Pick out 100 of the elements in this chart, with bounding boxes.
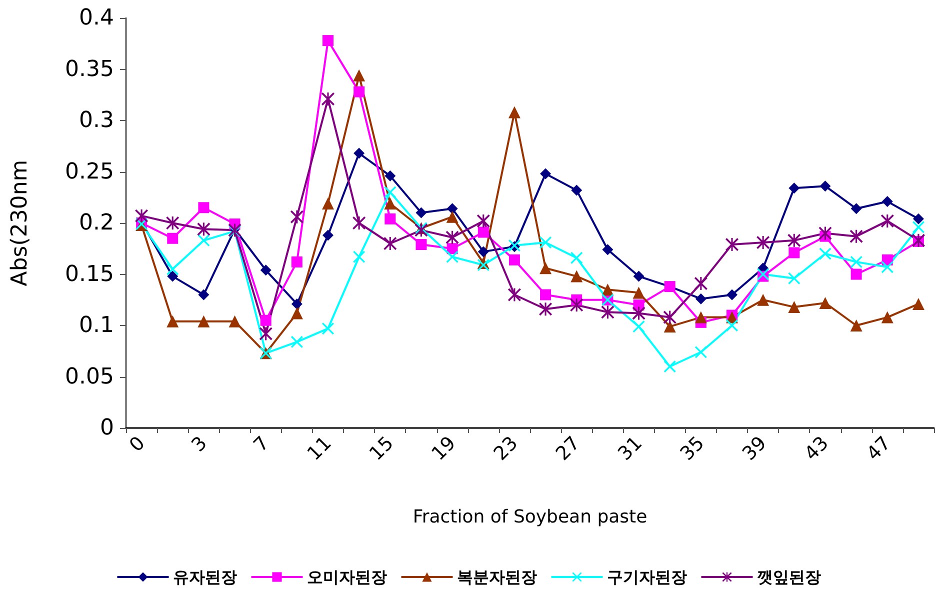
point bbox=[476, 214, 490, 228]
legend-label: 유자된장 bbox=[173, 568, 237, 586]
point bbox=[354, 148, 365, 159]
y-tick-label: 0.25 bbox=[65, 159, 114, 184]
point bbox=[416, 239, 427, 250]
point bbox=[198, 289, 210, 300]
point bbox=[354, 86, 365, 98]
point bbox=[166, 263, 179, 276]
point bbox=[912, 213, 924, 224]
point bbox=[322, 198, 334, 210]
point bbox=[540, 236, 552, 248]
point bbox=[384, 237, 397, 250]
x-tick-label: 31 bbox=[614, 432, 647, 465]
point bbox=[788, 234, 801, 247]
point bbox=[353, 69, 366, 82]
point bbox=[198, 315, 210, 328]
x-tick-label: 19 bbox=[427, 432, 460, 465]
point bbox=[291, 256, 302, 268]
point bbox=[664, 320, 676, 333]
x-axis-title: Fraction of Soybean paste bbox=[412, 506, 648, 528]
point bbox=[788, 301, 800, 314]
point bbox=[322, 230, 334, 241]
point bbox=[601, 306, 614, 319]
point bbox=[446, 203, 458, 214]
point bbox=[446, 250, 458, 263]
point bbox=[197, 222, 210, 236]
point bbox=[198, 234, 210, 246]
point bbox=[322, 322, 334, 335]
point bbox=[260, 314, 272, 326]
point bbox=[290, 336, 303, 348]
point bbox=[757, 268, 770, 280]
point bbox=[694, 276, 708, 290]
point bbox=[539, 302, 552, 316]
legend-label: 오미자된장 bbox=[307, 568, 387, 586]
x-tick-label: 23 bbox=[490, 432, 522, 465]
point bbox=[632, 286, 645, 299]
point bbox=[416, 207, 427, 218]
point bbox=[694, 346, 707, 358]
x-tick-label: 39 bbox=[738, 432, 771, 465]
point bbox=[819, 296, 832, 309]
point bbox=[788, 272, 800, 284]
point bbox=[384, 198, 396, 210]
legend-label: 깻잎된장 bbox=[757, 568, 821, 586]
point bbox=[167, 270, 178, 282]
point bbox=[540, 262, 552, 274]
point bbox=[756, 236, 770, 249]
point bbox=[477, 259, 490, 272]
point bbox=[726, 238, 738, 252]
point bbox=[508, 106, 520, 118]
point bbox=[880, 214, 894, 228]
y-tick-label: 0.2 bbox=[79, 210, 114, 236]
point bbox=[166, 216, 180, 230]
point bbox=[352, 216, 366, 230]
point bbox=[291, 298, 302, 310]
point bbox=[757, 294, 770, 306]
x-tick-label: 0 bbox=[125, 432, 150, 456]
point bbox=[414, 224, 428, 237]
point bbox=[850, 230, 863, 243]
point bbox=[290, 307, 303, 320]
point bbox=[602, 244, 614, 256]
point bbox=[726, 320, 738, 332]
point bbox=[166, 315, 179, 328]
point bbox=[850, 256, 862, 268]
point bbox=[322, 35, 334, 46]
point bbox=[881, 261, 894, 274]
y-tick-label: 0.35 bbox=[65, 56, 114, 82]
x-tick-label: 27 bbox=[552, 432, 584, 465]
point bbox=[818, 226, 832, 240]
point bbox=[353, 250, 366, 263]
x-tick-label: 15 bbox=[365, 432, 398, 465]
y-tick-label: 0.15 bbox=[65, 262, 114, 287]
point bbox=[540, 168, 552, 180]
y-tick-label: 0.3 bbox=[79, 108, 114, 133]
point bbox=[912, 298, 924, 310]
point bbox=[322, 92, 334, 106]
y-tick-label: 0.1 bbox=[79, 313, 114, 338]
y-tick-label: 0 bbox=[100, 416, 114, 440]
legend-label: 복분자된장 bbox=[457, 568, 537, 586]
point bbox=[478, 246, 489, 258]
x-tick-label: 47 bbox=[862, 432, 896, 465]
point bbox=[540, 289, 552, 300]
point bbox=[850, 203, 862, 214]
point bbox=[850, 268, 862, 280]
x-tick-label: 7 bbox=[250, 432, 274, 456]
x-tick-label: 43 bbox=[800, 432, 834, 465]
legend-label: 구기자된장 bbox=[607, 568, 687, 586]
point bbox=[882, 196, 893, 207]
point bbox=[508, 288, 521, 302]
point bbox=[571, 184, 582, 196]
y-tick-label: 0.05 bbox=[65, 364, 114, 390]
point bbox=[446, 230, 459, 244]
point bbox=[912, 221, 924, 234]
point bbox=[695, 293, 706, 304]
point bbox=[820, 180, 831, 192]
point bbox=[664, 360, 676, 372]
point bbox=[602, 284, 614, 296]
x-tick-label: 35 bbox=[676, 432, 709, 465]
point bbox=[384, 213, 396, 224]
point bbox=[384, 170, 396, 182]
y-tick-label: 0.4 bbox=[79, 6, 114, 30]
